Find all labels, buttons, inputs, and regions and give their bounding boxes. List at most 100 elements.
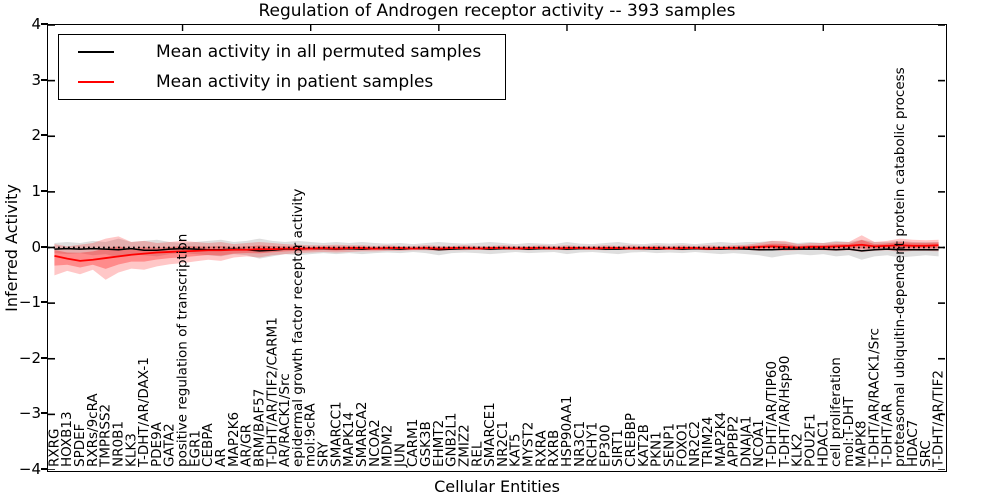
y-tick-label: 2 (31, 126, 41, 145)
x-tick-label: CARM1 (405, 419, 421, 467)
x-tick-label: RCHY1 (585, 422, 601, 467)
y-tick-mark-outer (41, 412, 48, 415)
chart-canvas: RXRGHOXB13SPDEFRXRs/9cRATMPRSS2NR0B1KLK3… (48, 25, 945, 470)
x-tick-label: positive regulation of transcription (175, 234, 191, 467)
y-tick-label: 0 (31, 237, 41, 256)
legend-line-sample (78, 81, 114, 83)
y-tick-label: −2 (18, 348, 41, 367)
legend-item-label: Mean activity in patient samples (156, 72, 434, 92)
x-tick-label: KLK2 (790, 433, 806, 467)
legend-item: Mean activity in patient samples (72, 69, 505, 95)
x-tick-label: SRC (918, 440, 934, 467)
x-tick-label: KAT5 (508, 433, 524, 467)
legend-line-sample (78, 51, 114, 53)
x-tick-label: mol:9cRA (303, 402, 319, 467)
x-tick-label: SMARCC1 (328, 401, 344, 467)
x-tick-label: MYST2 (521, 422, 537, 467)
x-tick-label: BRM/BAF57 (251, 389, 267, 467)
y-tick-label: 3 (31, 70, 41, 89)
x-tick-label: KLK3 (123, 433, 139, 467)
y-tick-mark-outer (41, 468, 48, 470)
x-tick-label: EGR1 (187, 430, 203, 467)
x-tick-label: SRY (316, 441, 332, 467)
x-tick-label: MDM2 (380, 425, 396, 467)
x-tick-label: SPDEF (72, 424, 88, 467)
x-tick-label: GNB2L1 (444, 412, 460, 467)
x-tick-label: SMARCE1 (482, 402, 498, 467)
x-tick-label: T-DHT/AR/TIF2/CARM1 (264, 317, 280, 468)
x-tick-label: SIRT1 (610, 429, 626, 467)
x-tick-label: JUN (392, 443, 408, 468)
y-tick-label: −1 (18, 293, 41, 312)
x-tick-label: HSP90AA1 (559, 396, 575, 467)
y-tick-label: −4 (18, 460, 41, 478)
x-tick-label: NCOA1 (751, 419, 767, 467)
x-tick-label: AR (213, 448, 229, 467)
x-tick-label: EHMT2 (431, 420, 447, 467)
x-tick-label: REL (469, 441, 485, 467)
x-tick-label: mol:T-DHT (841, 396, 857, 467)
band-patient-samples-range (54, 235, 939, 280)
y-axis-label: Inferred Activity (2, 184, 21, 312)
x-tick-label: TMPRSS2 (98, 404, 114, 468)
x-tick-label: T-DHT/AR (879, 403, 895, 468)
x-tick-label: T-DHT/AR/Hsp90 (777, 356, 793, 468)
x-tick-label: epidermal growth factor receptor activit… (290, 189, 306, 467)
x-tick-label: HDAC7 (905, 420, 921, 467)
x-tick-label: EP300 (597, 425, 613, 467)
x-tick-label: cell proliferation (828, 357, 844, 467)
x-tick-label: T-DHT/AR/TIP60 (764, 361, 780, 468)
x-tick-label: SMARCA2 (354, 402, 370, 467)
x-tick-label: T-DHT/AR/RACK1/Src (867, 328, 883, 468)
x-tick-label: NCOA2 (367, 419, 383, 467)
x-tick-label: HOXB13 (59, 411, 75, 467)
x-tick-label: RXRG (48, 429, 62, 467)
legend-item: Mean activity in all permuted samples (72, 39, 505, 65)
x-tick-label: POU2F1 (802, 413, 818, 467)
y-tick-mark-outer (41, 189, 48, 192)
x-tick-label: DNAJA1 (738, 416, 754, 467)
y-tick-label: 4 (31, 15, 41, 33)
x-tick-label: HDAC1 (815, 420, 831, 467)
x-axis-label: Cellular Entities (434, 477, 560, 496)
chart-title: Regulation of Androgen receptor activity… (258, 1, 736, 21)
legend-item-label: Mean activity in all permuted samples (156, 42, 482, 62)
x-tick-label: proteasomal ubiquitin-dependent protein … (892, 67, 908, 467)
x-tick-label: NR3C1 (572, 421, 588, 467)
x-tick-label: NR2C2 (687, 421, 703, 467)
x-tick-label: ZMIZ2 (456, 424, 472, 467)
x-tick-label: MAPK14 (341, 412, 357, 467)
x-tick-label: CEBPA (200, 423, 216, 467)
x-tick-label: RXRB (546, 430, 562, 467)
x-tick-label: MAPK8 (854, 421, 870, 467)
x-tick-label: TRIM24 (700, 417, 716, 468)
x-tick-label: PDE9A (149, 421, 165, 467)
y-tick-mark-outer (41, 23, 48, 25)
series-line-1 (54, 243, 939, 262)
x-tick-label: T-DHT/AR/TIF2 (931, 370, 945, 468)
legend: Mean activity in all permuted samples Mea… (58, 34, 506, 100)
x-tick-label: KAT2B (636, 424, 652, 467)
y-tick-mark-outer (41, 356, 48, 359)
x-tick-label: GATA2 (162, 423, 178, 467)
x-tick-label: APPBP2 (726, 415, 742, 467)
y-tick-label: 1 (31, 181, 41, 200)
x-tick-label: MAP2K6 (226, 412, 242, 467)
y-tick-mark-outer (41, 245, 48, 248)
x-tick-label: T-DHT/AR/DAX-1 (136, 357, 152, 468)
x-tick-label: MAP2K4 (713, 412, 729, 467)
x-tick-label: PKN1 (649, 431, 665, 467)
y-tick-label: −3 (18, 404, 41, 423)
x-tick-label: FOXO1 (674, 422, 690, 467)
x-tick-label: GSK3B (418, 421, 434, 467)
x-tick-label: SENP1 (661, 423, 677, 467)
x-tick-label: RXRs/9cRA (85, 393, 101, 467)
x-tick-label: NR2C1 (495, 421, 511, 467)
plot-area: RXRG HOXB13 SPDEF RXRs/9cRA TMPRSS2 NR0B1 KLK3… (47, 24, 947, 472)
x-tick-label: NR0B1 (110, 421, 126, 467)
x-tick-label: CREBBP (623, 413, 639, 467)
y-tick-mark-outer (41, 301, 48, 304)
x-tick-label: AR/GR (239, 424, 255, 467)
x-tick-label: RXRA (533, 430, 549, 467)
